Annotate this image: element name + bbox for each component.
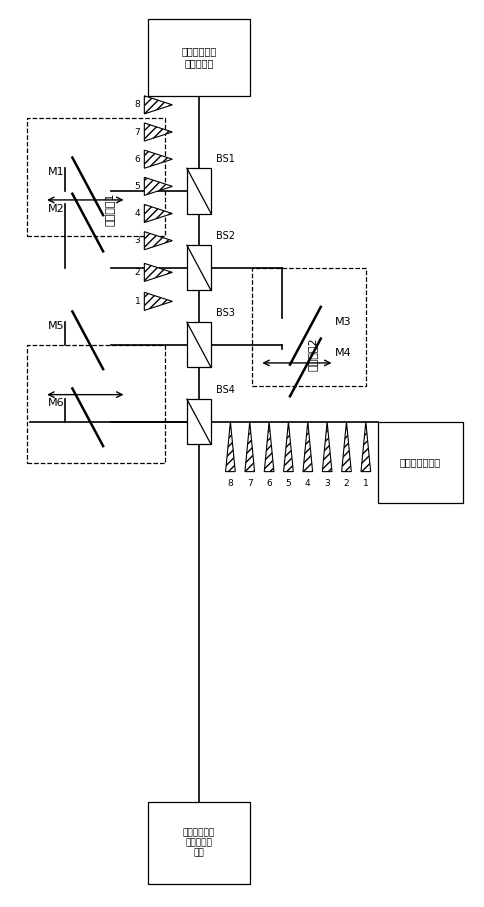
Text: 宿主脱葙腕共
振脆光生成
光源: 宿主脱葙腕共 振脆光生成 光源	[182, 828, 215, 858]
Bar	[27, 119, 165, 236]
Text: 3: 3	[324, 479, 329, 488]
Text: M4: M4	[333, 348, 350, 358]
Text: M5: M5	[48, 321, 64, 331]
Bar	[377, 422, 462, 503]
Text: 7: 7	[135, 128, 140, 137]
Text: 2: 2	[135, 268, 140, 277]
Text: 3: 3	[135, 236, 140, 245]
Text: 太赫兹产生装置: 太赫兹产生装置	[399, 457, 440, 467]
Text: M6: M6	[48, 398, 64, 408]
Text: M2: M2	[48, 203, 64, 213]
Polygon shape	[322, 422, 331, 472]
Polygon shape	[144, 263, 172, 281]
Bar	[252, 268, 365, 385]
Bar	[148, 802, 249, 883]
Text: 6: 6	[135, 155, 140, 163]
Text: 6: 6	[266, 479, 272, 488]
Text: BS2: BS2	[215, 230, 234, 240]
Bar	[27, 345, 165, 463]
Text: 8: 8	[227, 479, 233, 488]
Text: 5: 5	[285, 479, 291, 488]
Polygon shape	[225, 422, 235, 472]
Bar	[186, 245, 211, 290]
Text: 4: 4	[135, 209, 140, 218]
Polygon shape	[244, 422, 254, 472]
Polygon shape	[144, 96, 172, 114]
Text: 脉冲序列2: 脉冲序列2	[307, 337, 317, 371]
Polygon shape	[283, 422, 293, 472]
Polygon shape	[341, 422, 350, 472]
Polygon shape	[144, 177, 172, 195]
Text: 4: 4	[304, 479, 310, 488]
Bar	[186, 168, 211, 213]
Text: 倘射前脱葙腕
光生成装置: 倘射前脱葙腕 光生成装置	[181, 46, 216, 68]
Bar	[186, 322, 211, 367]
Polygon shape	[264, 422, 273, 472]
Polygon shape	[144, 151, 172, 168]
Text: 1: 1	[362, 479, 368, 488]
Text: BS4: BS4	[215, 385, 234, 395]
Polygon shape	[144, 292, 172, 310]
Polygon shape	[144, 123, 172, 141]
Text: BS1: BS1	[215, 153, 234, 163]
Polygon shape	[144, 231, 172, 249]
Text: 1: 1	[135, 297, 140, 306]
Polygon shape	[144, 204, 172, 222]
Text: 8: 8	[135, 101, 140, 110]
Text: M3: M3	[333, 317, 350, 327]
Text: 7: 7	[246, 479, 252, 488]
Bar	[186, 399, 211, 444]
Bar	[148, 19, 249, 96]
Text: BS3: BS3	[215, 307, 234, 317]
Polygon shape	[360, 422, 370, 472]
Text: 5: 5	[135, 181, 140, 190]
Text: M1: M1	[48, 167, 64, 177]
Text: 脉冲序列1: 脉冲序列1	[104, 192, 114, 226]
Text: 2: 2	[343, 479, 348, 488]
Polygon shape	[302, 422, 312, 472]
